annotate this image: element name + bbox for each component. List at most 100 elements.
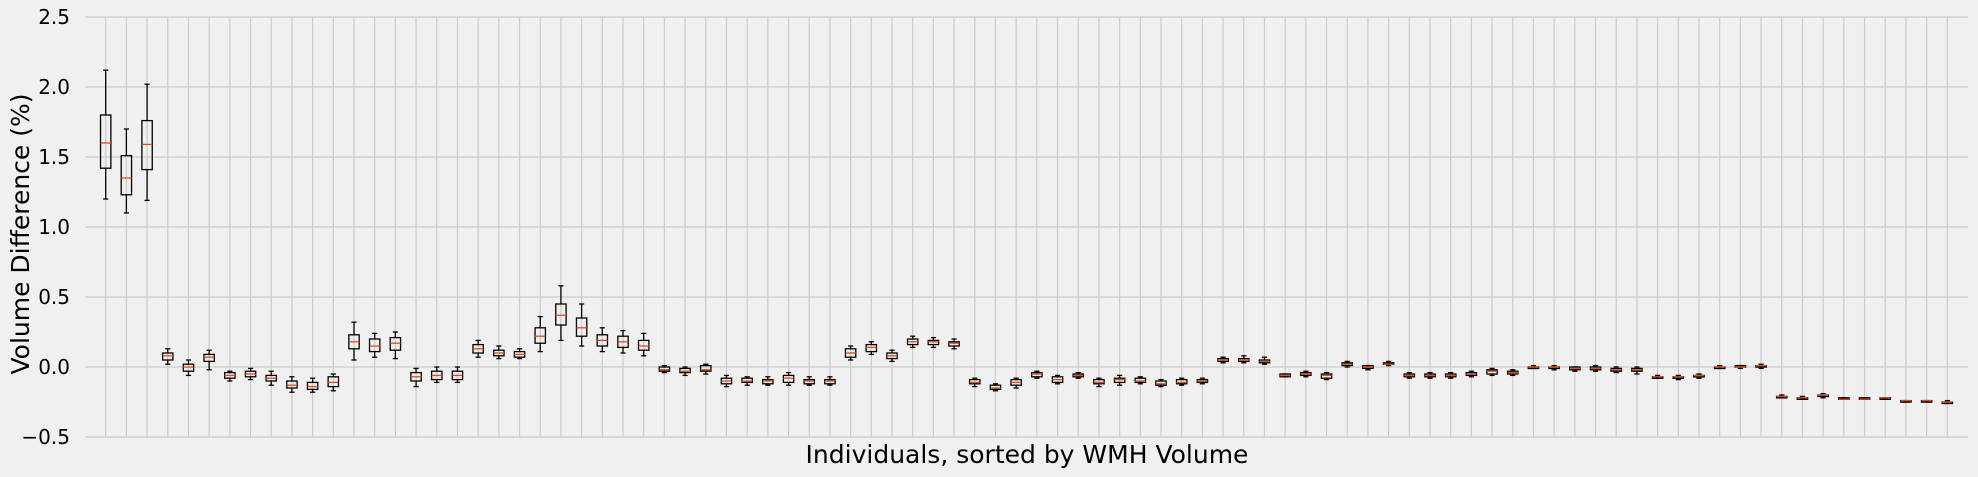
box-item <box>1651 374 1664 379</box>
box-iqr <box>968 378 981 385</box>
box-iqr <box>803 378 816 385</box>
box-item <box>1444 371 1457 379</box>
box-item <box>1010 377 1022 389</box>
box-item <box>699 363 712 375</box>
box-item <box>1796 395 1809 400</box>
box-item <box>1237 355 1250 364</box>
box-item <box>1093 377 1105 388</box>
box-iqr <box>948 341 960 347</box>
box-item <box>1506 369 1519 377</box>
box-item <box>1258 356 1271 365</box>
box-item <box>803 376 816 386</box>
box-item <box>1755 363 1767 370</box>
box-item <box>1920 399 1933 403</box>
y-tick-label: 0.0 <box>38 355 70 379</box>
box-item <box>1713 364 1726 370</box>
box-item <box>1527 364 1540 370</box>
box-item <box>1113 374 1126 386</box>
box-item <box>1031 370 1043 379</box>
box-iqr <box>1093 378 1105 385</box>
box-iqr <box>203 353 215 363</box>
box-iqr <box>637 339 650 351</box>
box-iqr <box>182 363 195 372</box>
box-item <box>617 329 629 354</box>
box-item <box>1610 366 1623 374</box>
box-item <box>1196 377 1209 385</box>
box-iqr <box>679 367 691 374</box>
box-item <box>1693 373 1705 379</box>
box-item <box>1424 371 1436 379</box>
x-axis-label: Individuals, sorted by WMH Volume <box>806 440 1249 469</box>
box-item <box>1382 360 1395 367</box>
y-axis-label: Volume Difference (%) <box>6 93 35 374</box>
box-item <box>886 349 898 363</box>
box-item <box>389 331 402 360</box>
box-iqr <box>1486 369 1498 375</box>
box-item <box>782 371 795 386</box>
box-item <box>1217 356 1229 364</box>
box-item <box>99 69 112 200</box>
box-item <box>948 338 960 350</box>
box-item <box>637 332 650 357</box>
y-tick-label: 2.5 <box>38 5 70 29</box>
box-item <box>286 376 298 393</box>
box-iqr <box>120 154 133 196</box>
box-item <box>120 128 133 214</box>
box-item <box>1320 371 1333 381</box>
box-item <box>1817 392 1829 399</box>
box-iqr <box>989 384 1002 391</box>
box-item <box>348 321 360 361</box>
box-iqr <box>161 352 174 361</box>
y-tick-label: 0.5 <box>38 285 70 309</box>
box-iqr <box>99 114 112 169</box>
box-item <box>1279 373 1291 378</box>
box-item <box>265 370 278 386</box>
box-iqr <box>286 380 298 389</box>
box-iqr <box>555 303 567 326</box>
box-item <box>1569 366 1581 372</box>
box-item <box>1900 399 1912 403</box>
box-item <box>244 367 257 381</box>
box-item <box>1465 370 1478 378</box>
box-item <box>844 345 857 361</box>
box-item <box>1879 397 1892 400</box>
box-item <box>1589 364 1602 372</box>
box-item <box>658 364 671 374</box>
box-item <box>182 359 195 377</box>
box-item <box>906 335 919 349</box>
box-iqr <box>865 343 878 353</box>
box-iqr <box>927 339 940 346</box>
box-item <box>534 315 547 353</box>
box-iqr <box>658 366 671 372</box>
box-iqr <box>1155 380 1167 386</box>
box-iqr <box>1320 373 1333 379</box>
box-item <box>513 348 526 360</box>
box-iqr <box>762 378 774 385</box>
box-item <box>203 349 215 371</box>
box-item <box>306 377 319 393</box>
box-iqr <box>741 377 753 384</box>
box-item <box>1362 364 1374 371</box>
box-item <box>1155 378 1167 388</box>
box-item <box>1548 364 1560 371</box>
box-item <box>472 339 484 358</box>
box-item <box>575 303 588 347</box>
box-iqr <box>141 119 153 171</box>
box-item <box>555 285 567 342</box>
box-item <box>1631 366 1643 375</box>
box-item <box>224 370 236 382</box>
box-iqr <box>699 364 712 372</box>
box-item <box>493 345 505 360</box>
box-series <box>99 69 1954 405</box>
box-item <box>1486 367 1498 377</box>
box-item <box>451 366 464 384</box>
box-item <box>679 366 691 377</box>
box-item <box>1072 371 1085 379</box>
box-item <box>968 377 981 388</box>
box-iqr <box>306 381 319 391</box>
box-item <box>596 327 609 353</box>
y-tick-label: 2.0 <box>38 75 70 99</box>
box-item <box>368 332 381 358</box>
